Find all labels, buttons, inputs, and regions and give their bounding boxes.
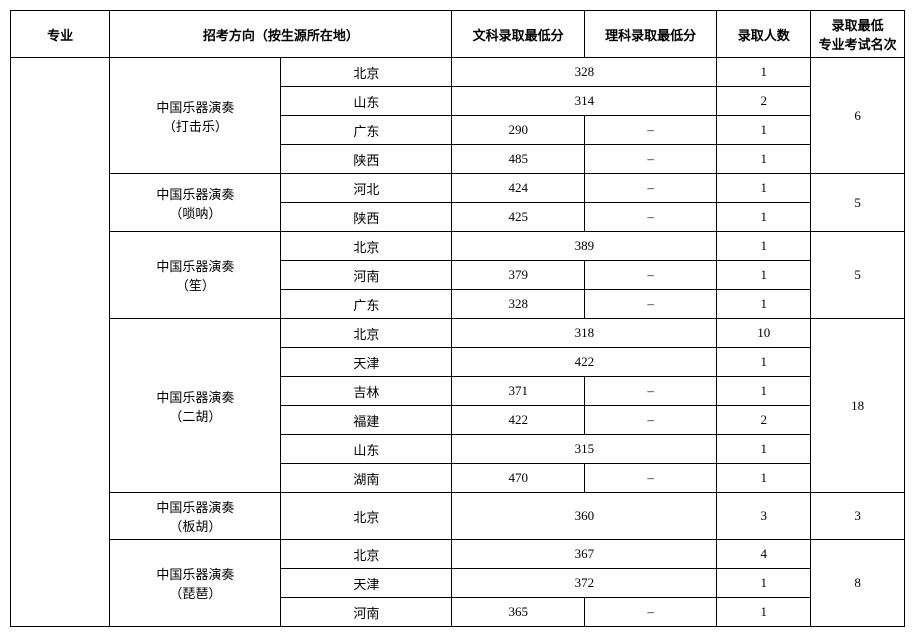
table-row: 中国乐器演奏 （板胡）北京36033	[11, 493, 905, 540]
table-body: 中国乐器演奏 （打击乐）北京32816山东3142广东290–1陕西485–1中…	[11, 58, 905, 627]
like-score-cell: –	[584, 145, 716, 174]
count-cell: 1	[717, 464, 811, 493]
direction-cell: 中国乐器演奏 （琵琶）	[110, 540, 281, 627]
like-score-cell: –	[584, 116, 716, 145]
admission-score-table: 专业 招考方向（按生源所在地） 文科录取最低分 理科录取最低分 录取人数 录取最…	[10, 10, 905, 627]
province-cell: 广东	[281, 116, 452, 145]
count-cell: 1	[717, 377, 811, 406]
like-score-cell: –	[584, 464, 716, 493]
province-cell: 河南	[281, 261, 452, 290]
count-cell: 2	[717, 406, 811, 435]
wenke-score-cell: 290	[452, 116, 584, 145]
rank-cell: 5	[811, 232, 905, 319]
merged-score-cell: 318	[452, 319, 717, 348]
like-score-cell: –	[584, 290, 716, 319]
province-cell: 广东	[281, 290, 452, 319]
count-cell: 1	[717, 203, 811, 232]
merged-score-cell: 422	[452, 348, 717, 377]
province-cell: 北京	[281, 232, 452, 261]
wenke-score-cell: 424	[452, 174, 584, 203]
count-cell: 3	[717, 493, 811, 540]
wenke-score-cell: 365	[452, 598, 584, 627]
table-header: 专业 招考方向（按生源所在地） 文科录取最低分 理科录取最低分 录取人数 录取最…	[11, 11, 905, 58]
province-cell: 河北	[281, 174, 452, 203]
table-row: 中国乐器演奏 （唢呐）河北424–15	[11, 174, 905, 203]
wenke-score-cell: 470	[452, 464, 584, 493]
province-cell: 陕西	[281, 145, 452, 174]
province-cell: 北京	[281, 58, 452, 87]
merged-score-cell: 360	[452, 493, 717, 540]
wenke-score-cell: 371	[452, 377, 584, 406]
count-cell: 1	[717, 174, 811, 203]
province-cell: 北京	[281, 540, 452, 569]
table-row: 中国乐器演奏 （琵琶）北京36748	[11, 540, 905, 569]
count-cell: 1	[717, 598, 811, 627]
count-cell: 2	[717, 87, 811, 116]
merged-score-cell: 315	[452, 435, 717, 464]
province-cell: 北京	[281, 493, 452, 540]
table-row: 中国乐器演奏 （笙）北京38915	[11, 232, 905, 261]
like-score-cell: –	[584, 598, 716, 627]
merged-score-cell: 367	[452, 540, 717, 569]
province-cell: 天津	[281, 348, 452, 377]
province-cell: 河南	[281, 598, 452, 627]
header-count: 录取人数	[717, 11, 811, 58]
header-direction: 招考方向（按生源所在地）	[110, 11, 452, 58]
count-cell: 1	[717, 58, 811, 87]
header-rank: 录取最低 专业考试名次	[811, 11, 905, 58]
count-cell: 1	[717, 290, 811, 319]
header-major: 专业	[11, 11, 110, 58]
merged-score-cell: 314	[452, 87, 717, 116]
wenke-score-cell: 425	[452, 203, 584, 232]
rank-cell: 5	[811, 174, 905, 232]
count-cell: 1	[717, 569, 811, 598]
count-cell: 1	[717, 261, 811, 290]
wenke-score-cell: 379	[452, 261, 584, 290]
direction-cell: 中国乐器演奏 （唢呐）	[110, 174, 281, 232]
province-cell: 山东	[281, 435, 452, 464]
like-score-cell: –	[584, 203, 716, 232]
wenke-score-cell: 422	[452, 406, 584, 435]
merged-score-cell: 372	[452, 569, 717, 598]
merged-score-cell: 389	[452, 232, 717, 261]
count-cell: 1	[717, 435, 811, 464]
table-row: 中国乐器演奏 （二胡）北京3181018	[11, 319, 905, 348]
wenke-score-cell: 485	[452, 145, 584, 174]
province-cell: 天津	[281, 569, 452, 598]
province-cell: 北京	[281, 319, 452, 348]
major-cell	[11, 58, 110, 627]
direction-cell: 中国乐器演奏 （打击乐）	[110, 58, 281, 174]
count-cell: 1	[717, 116, 811, 145]
province-cell: 吉林	[281, 377, 452, 406]
header-like: 理科录取最低分	[584, 11, 716, 58]
count-cell: 4	[717, 540, 811, 569]
province-cell: 福建	[281, 406, 452, 435]
direction-cell: 中国乐器演奏 （板胡）	[110, 493, 281, 540]
count-cell: 1	[717, 232, 811, 261]
rank-cell: 8	[811, 540, 905, 627]
like-score-cell: –	[584, 377, 716, 406]
direction-cell: 中国乐器演奏 （笙）	[110, 232, 281, 319]
province-cell: 陕西	[281, 203, 452, 232]
province-cell: 湖南	[281, 464, 452, 493]
count-cell: 10	[717, 319, 811, 348]
wenke-score-cell: 328	[452, 290, 584, 319]
header-wenke: 文科录取最低分	[452, 11, 584, 58]
count-cell: 1	[717, 145, 811, 174]
count-cell: 1	[717, 348, 811, 377]
rank-cell: 3	[811, 493, 905, 540]
like-score-cell: –	[584, 174, 716, 203]
direction-cell: 中国乐器演奏 （二胡）	[110, 319, 281, 493]
province-cell: 山东	[281, 87, 452, 116]
rank-cell: 18	[811, 319, 905, 493]
like-score-cell: –	[584, 406, 716, 435]
merged-score-cell: 328	[452, 58, 717, 87]
like-score-cell: –	[584, 261, 716, 290]
rank-cell: 6	[811, 58, 905, 174]
table-row: 中国乐器演奏 （打击乐）北京32816	[11, 58, 905, 87]
